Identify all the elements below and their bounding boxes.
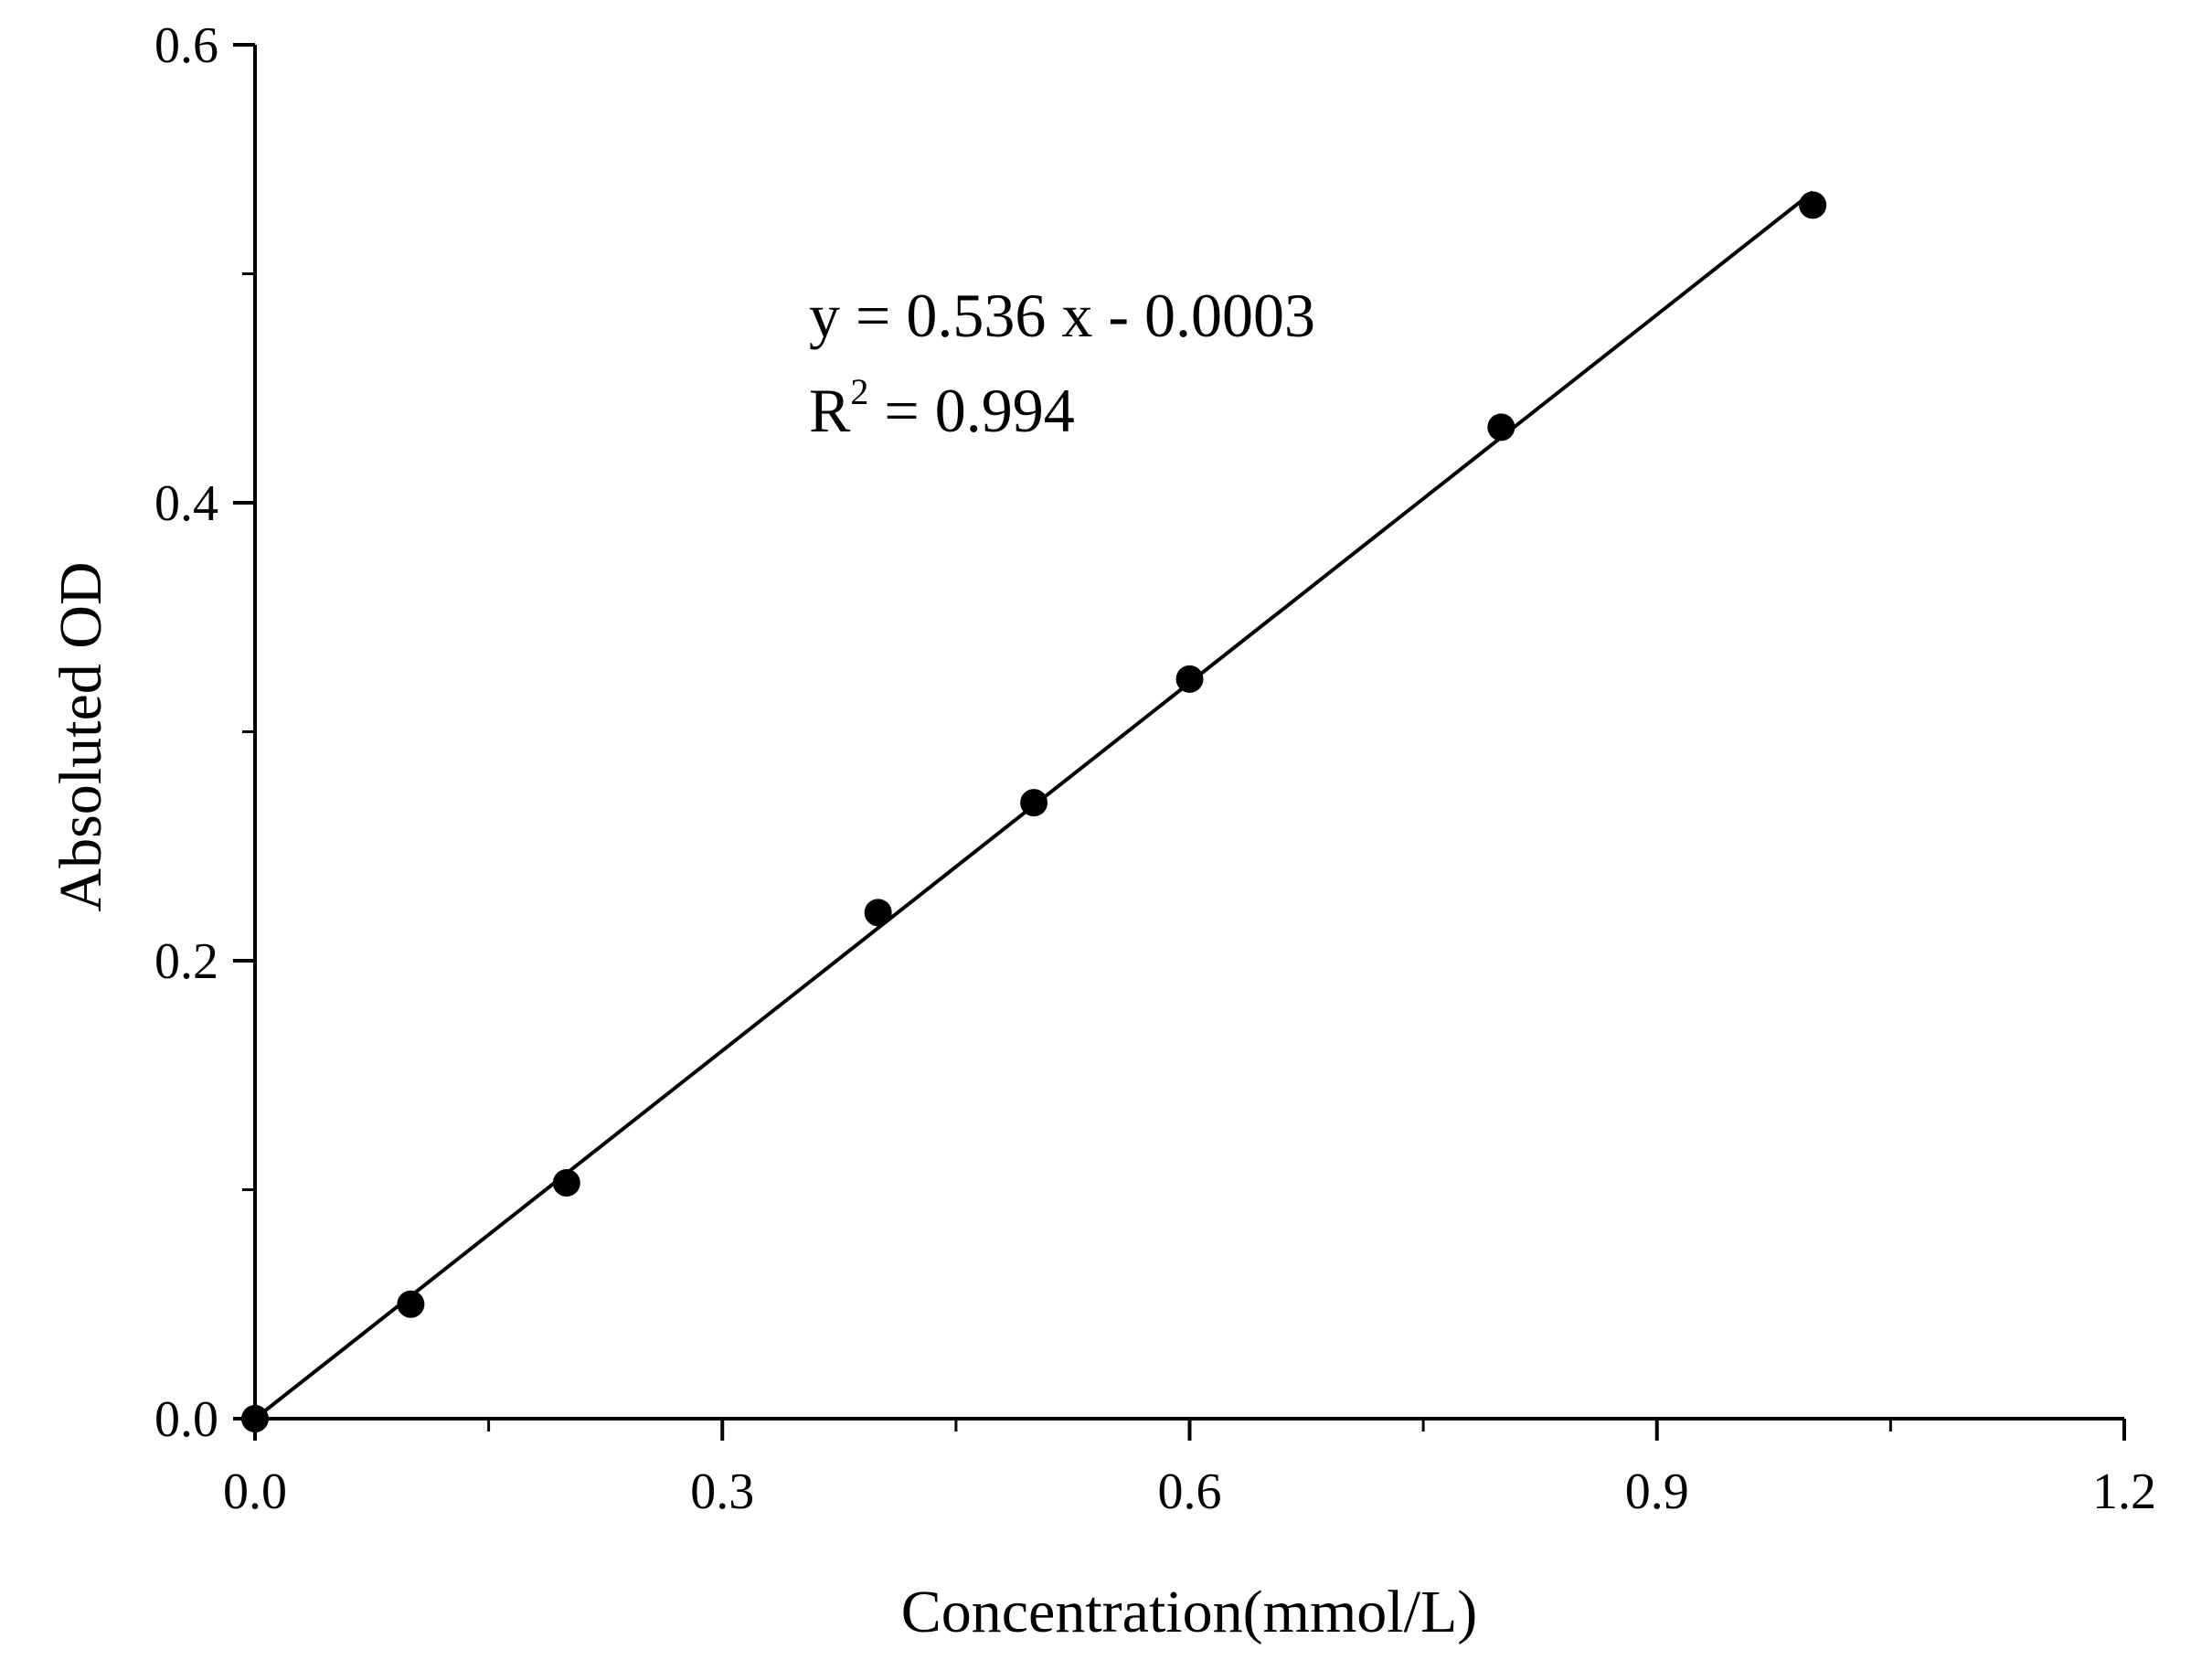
r-squared-symbol: R — [809, 376, 851, 445]
x-axis-title: Concentration(mmol/L) — [901, 1579, 1478, 1645]
axes — [233, 43, 2126, 1441]
data-point — [552, 1168, 580, 1197]
data-point — [1487, 413, 1515, 442]
x-tick-label: 1.2 — [2092, 1463, 2156, 1520]
x-tick-label: 0.0 — [223, 1463, 287, 1520]
y-tick-label: 0.0 — [154, 1391, 218, 1448]
y-tick-label: 0.4 — [154, 475, 218, 532]
x-tick-label: 0.3 — [690, 1463, 754, 1520]
y-tick-label: 0.6 — [154, 17, 218, 74]
fit-equation: y = 0.536 x - 0.0003 — [809, 281, 1315, 350]
y-tick-label: 0.2 — [154, 933, 218, 990]
data-point — [1799, 191, 1827, 219]
x-tick-label: 0.9 — [1625, 1463, 1689, 1520]
data-point — [1020, 789, 1048, 817]
r-squared-exponent: 2 — [850, 371, 868, 412]
r-squared-value: = 0.994 — [868, 376, 1074, 445]
tick-labels-layer: 0.0 0.3 0.6 0.9 1.2 0.0 0.2 0.4 0.6 — [154, 17, 2156, 1520]
data-point — [241, 1405, 269, 1432]
x-tick-label: 0.6 — [1158, 1463, 1222, 1520]
r-squared: R2 = 0.994 — [809, 371, 1075, 445]
data-point — [1175, 665, 1204, 693]
data-point — [864, 899, 892, 927]
data-point — [397, 1290, 425, 1318]
y-axis-title: Absoluted OD — [48, 561, 114, 911]
data-points-layer — [241, 191, 1827, 1432]
